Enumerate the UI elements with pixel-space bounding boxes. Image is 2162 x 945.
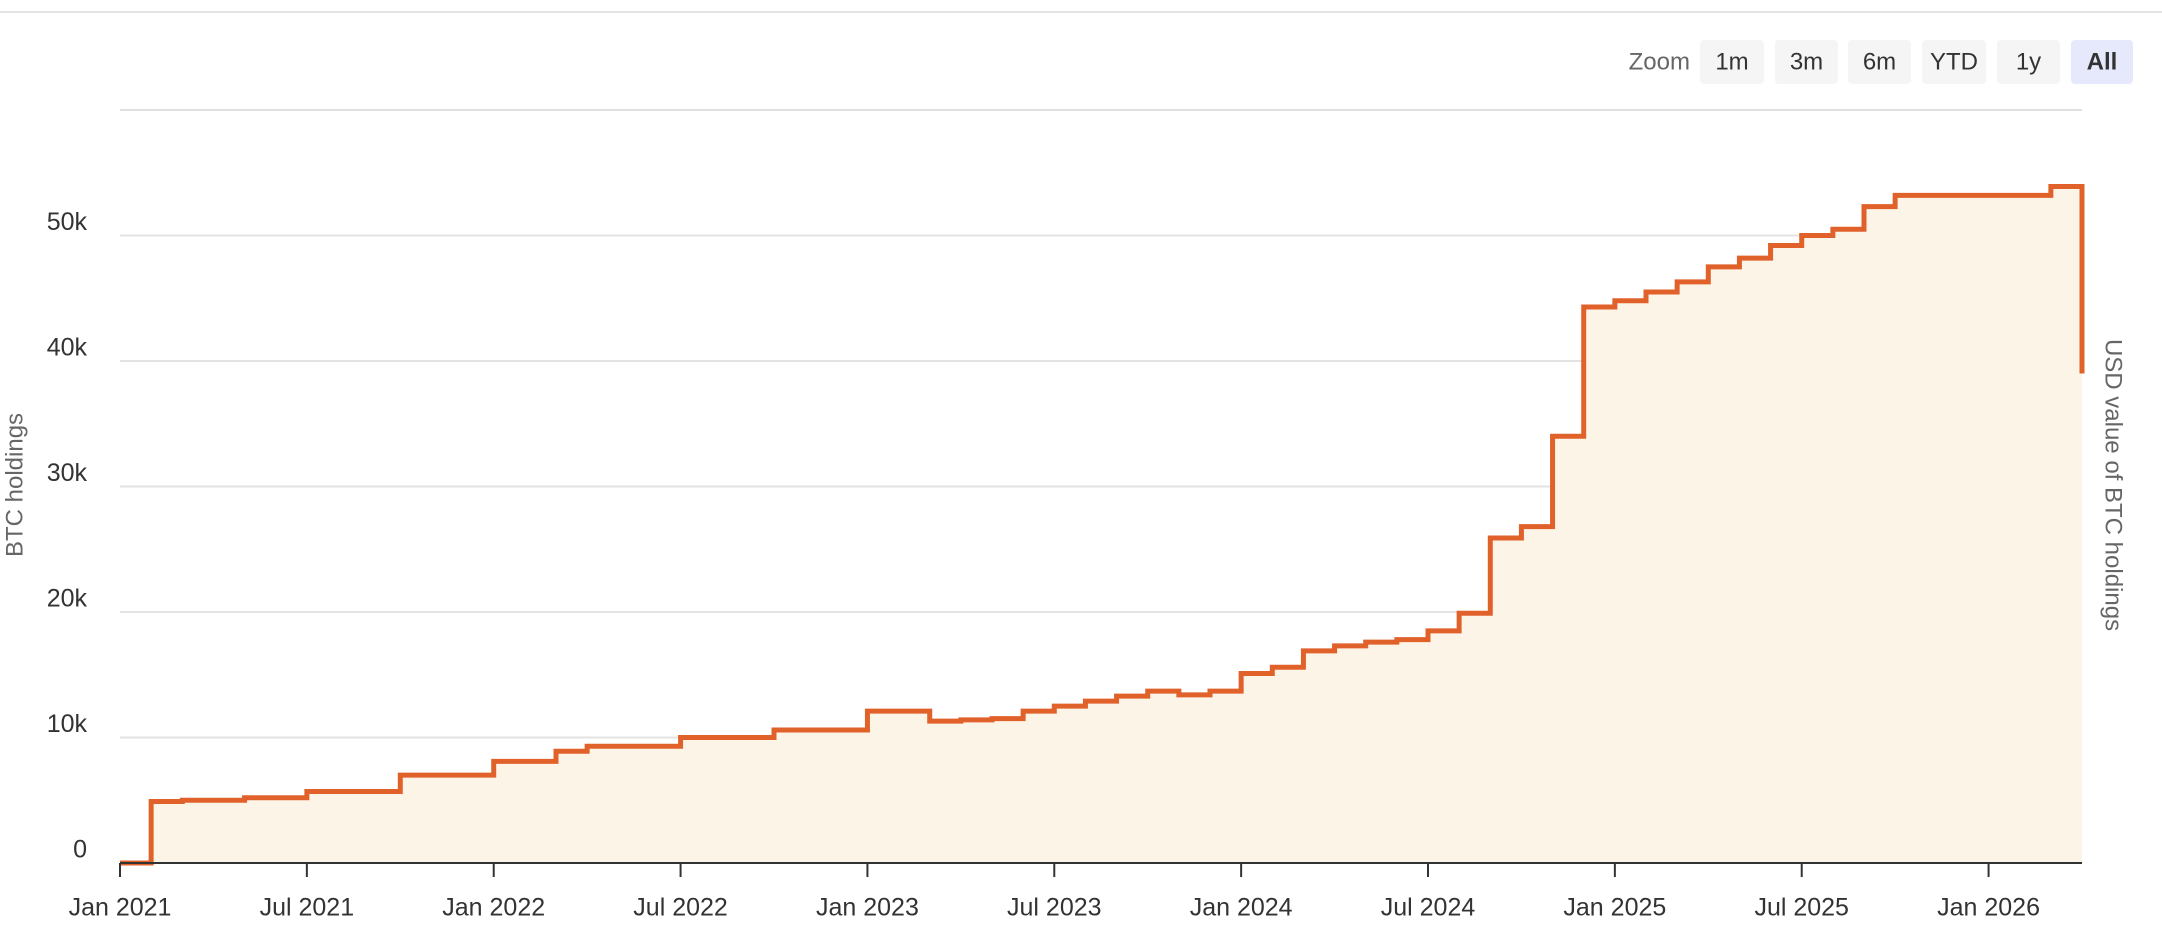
y-tick-label: 30k	[47, 459, 88, 487]
zoom-button-label[interactable]: 1m	[1715, 48, 1748, 75]
zoom-button[interactable]	[1848, 40, 1911, 84]
zoom-button[interactable]	[1700, 40, 1764, 84]
area	[120, 186, 2082, 863]
zoom-button[interactable]	[2071, 40, 2133, 84]
x-tick-label: Jul 2021	[260, 894, 355, 922]
y2-axis-title: USD value of BTC holdings	[2100, 339, 2127, 631]
zoom-button[interactable]	[1997, 40, 2060, 84]
zoom-button-label[interactable]: All	[2087, 48, 2118, 75]
y-tick-label: 0	[73, 836, 87, 864]
y-tick-label: 50k	[47, 208, 88, 236]
y-tick-label: 10k	[47, 710, 88, 738]
x-tick-label: Jul 2025	[1754, 894, 1849, 922]
zoom-button-label[interactable]: YTD	[1930, 48, 1978, 75]
x-tick-label: Jul 2022	[633, 894, 728, 922]
x-tick-label: Jan 2021	[69, 894, 172, 922]
x-tick-label: Jan 2025	[1563, 894, 1666, 922]
y-tick-label: 40k	[47, 334, 88, 362]
line	[120, 184, 2085, 866]
zoom-button[interactable]	[1922, 40, 1986, 84]
zoom-button-label[interactable]: 3m	[1790, 48, 1823, 75]
zoom-button[interactable]	[1775, 40, 1838, 84]
x-tick-label: Jan 2022	[442, 894, 545, 922]
y-axis-title: BTC holdings	[1, 413, 28, 557]
x-tick-label: Jan 2024	[1190, 894, 1293, 922]
y-tick-label: 20k	[47, 585, 88, 613]
zoom-button-label[interactable]: 6m	[1863, 48, 1896, 75]
zoom-button-label[interactable]: 1y	[2016, 48, 2041, 75]
zoom-label: Zoom	[1629, 48, 1690, 75]
x-tick-label: Jul 2023	[1007, 894, 1102, 922]
x-tick-label: Jan 2023	[816, 894, 919, 922]
x-tick-label: Jan 2026	[1937, 894, 2040, 922]
x-tick-label: Jul 2024	[1381, 894, 1476, 922]
